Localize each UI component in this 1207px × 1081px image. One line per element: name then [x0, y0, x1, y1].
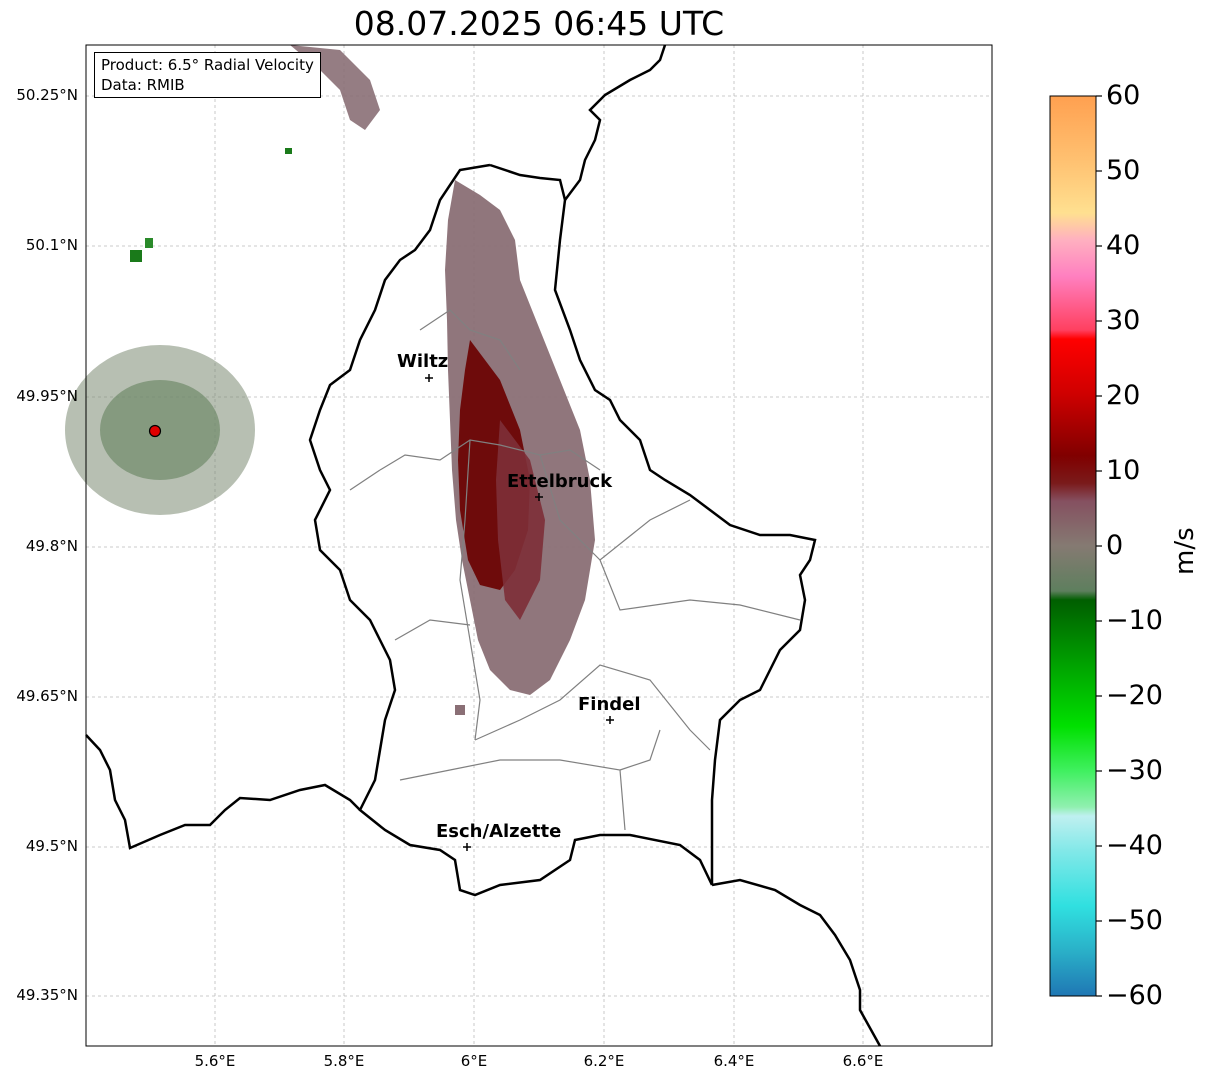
colorbar: [1049, 95, 1097, 997]
colorbar-tick-label: −10: [1106, 605, 1163, 636]
lat-label: 49.5°N: [25, 837, 78, 855]
map-title: 08.07.2025 06:45 UTC: [353, 4, 725, 43]
colorbar-tick-label: 30: [1106, 305, 1141, 336]
city-markers: [425, 374, 614, 851]
city-label-wiltz: Wiltz: [397, 351, 449, 372]
colorbar-tick-label: 0: [1106, 530, 1124, 561]
product-info-box: Product: 6.5° Radial Velocity Data: RMIB: [94, 52, 321, 98]
colorbar-ticks: [1096, 95, 1102, 997]
lon-label: 6°E: [460, 1052, 488, 1070]
radar-site-marker: [148, 424, 162, 438]
canton-boundaries: [349, 309, 801, 831]
colorbar-tick-label: −60: [1106, 980, 1163, 1011]
product-label: Product: 6.5° Radial Velocity: [101, 56, 314, 74]
colorbar-tick-label: −50: [1106, 905, 1163, 936]
lon-label: 5.8°E: [323, 1052, 365, 1070]
colorbar-tick-label: 20: [1106, 380, 1141, 411]
lon-label: 6.2°E: [583, 1052, 625, 1070]
colorbar-tick-label: −20: [1106, 680, 1163, 711]
colorbar-tick-label: 10: [1106, 455, 1141, 486]
map-frame: [85, 44, 993, 1047]
lat-label: 49.65°N: [16, 687, 78, 705]
lat-label: 49.8°N: [25, 537, 78, 555]
lat-label: 49.95°N: [16, 387, 78, 405]
lon-label: 5.6°E: [194, 1052, 236, 1070]
lon-label: 6.6°E: [842, 1052, 884, 1070]
lat-label: 50.1°N: [25, 236, 78, 254]
national-borders: [85, 44, 882, 1047]
colorbar-tick-label: −40: [1106, 830, 1163, 861]
colorbar-tick-label: 50: [1106, 155, 1141, 186]
city-label-findel: Findel: [578, 694, 641, 715]
colorbar-tick-label: 60: [1106, 80, 1141, 111]
colorbar-tick-label: −30: [1106, 755, 1163, 786]
lon-label: 6.4°E: [713, 1052, 755, 1070]
lat-label: 50.25°N: [16, 86, 78, 104]
city-label-ettelbruck: Ettelbruck: [507, 471, 613, 492]
radar-echo-storm: [445, 180, 595, 695]
lat-label: 49.35°N: [16, 986, 78, 1004]
colorbar-unit-label: m/s: [1170, 527, 1200, 575]
city-label-esch-alzette: Esch/Alzette: [436, 821, 562, 842]
data-source-label: Data: RMIB: [101, 76, 185, 94]
colorbar-tick-label: 40: [1106, 230, 1141, 261]
